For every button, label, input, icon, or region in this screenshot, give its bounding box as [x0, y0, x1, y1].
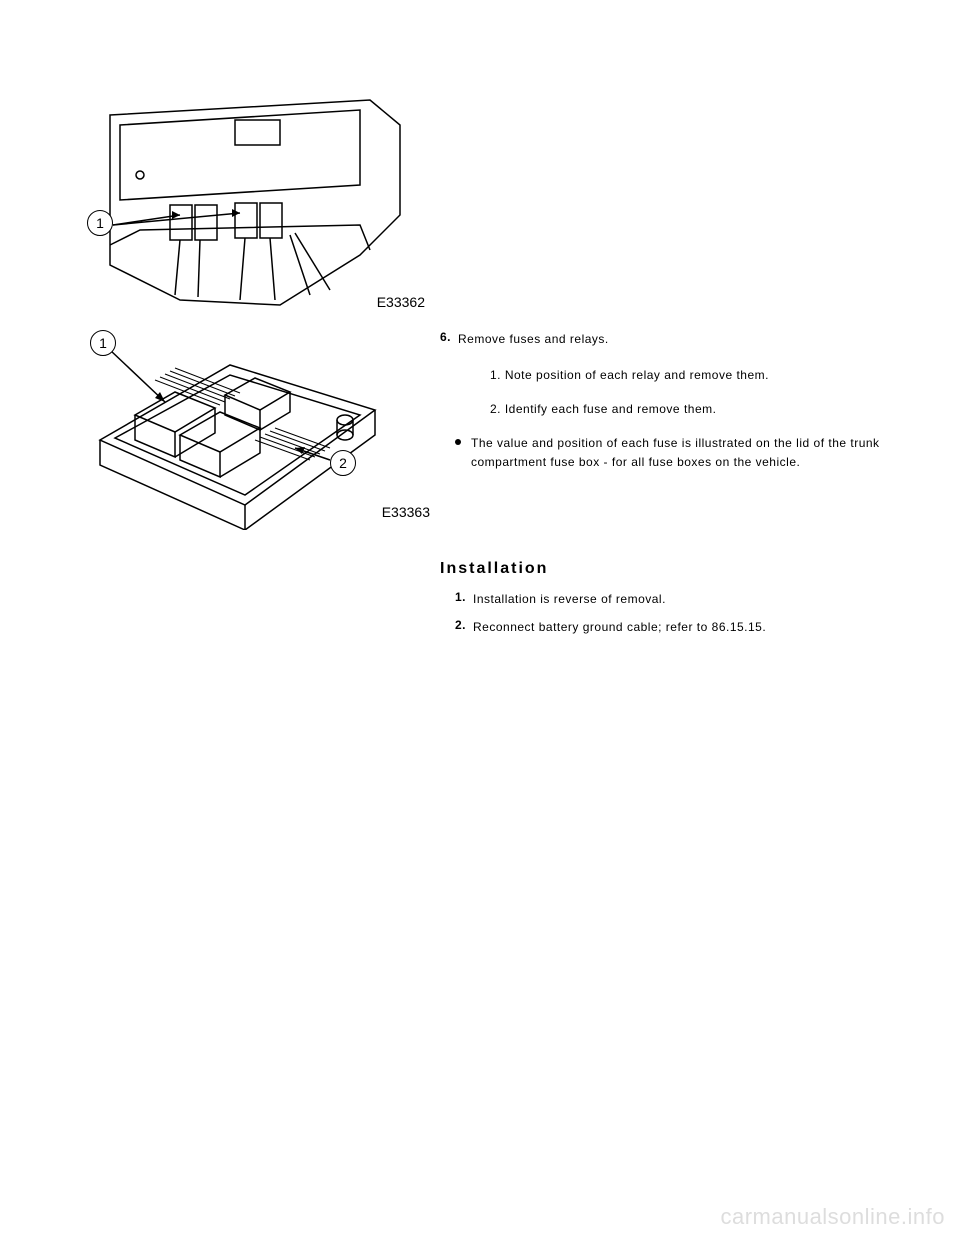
figure-2-ref: E33363 [382, 504, 430, 520]
step-6-sub-1: 1. Note position of each relay and remov… [490, 366, 880, 384]
figure-1-ref: E33362 [377, 294, 425, 310]
install-step-2-text: Reconnect battery ground cable; refer to… [473, 618, 766, 636]
install-step-1-text: Installation is reverse of removal. [473, 590, 666, 608]
install-step-1-num: 1. [455, 590, 466, 608]
install-step-1: 1. Installation is reverse of removal. [455, 590, 880, 608]
step-6-num: 6. [440, 330, 451, 348]
figure-1: E33362 1 [80, 85, 430, 315]
step-6-block: 6. Remove fuses and relays. 1. Note posi… [440, 330, 880, 482]
install-step-2-num: 2. [455, 618, 466, 636]
install-step-2: 2. Reconnect battery ground cable; refer… [455, 618, 880, 636]
figure-2-svg [80, 320, 390, 530]
step-6-bullet: The value and position of each fuse is i… [455, 434, 880, 472]
installation-heading: Installation [440, 560, 880, 578]
step-6-bullet-text: The value and position of each fuse is i… [471, 434, 880, 472]
figure-1-svg [80, 85, 430, 315]
bullet-icon [455, 439, 461, 445]
figure-1-callout-1: 1 [87, 210, 113, 236]
figure-2-callout-1: 1 [90, 330, 116, 356]
figure-2: E33363 1 2 [80, 320, 390, 530]
step-6-substeps: 1. Note position of each relay and remov… [490, 366, 880, 418]
step-6-text: Remove fuses and relays. [458, 330, 609, 348]
figure-2-callout-2: 2 [330, 450, 356, 476]
step-6-sub-2: 2. Identify each fuse and remove them. [490, 400, 880, 418]
installation-section: Installation 1. Installation is reverse … [440, 560, 880, 646]
watermark: carmanualsonline.info [720, 1204, 945, 1230]
step-6: 6. Remove fuses and relays. [440, 330, 880, 348]
